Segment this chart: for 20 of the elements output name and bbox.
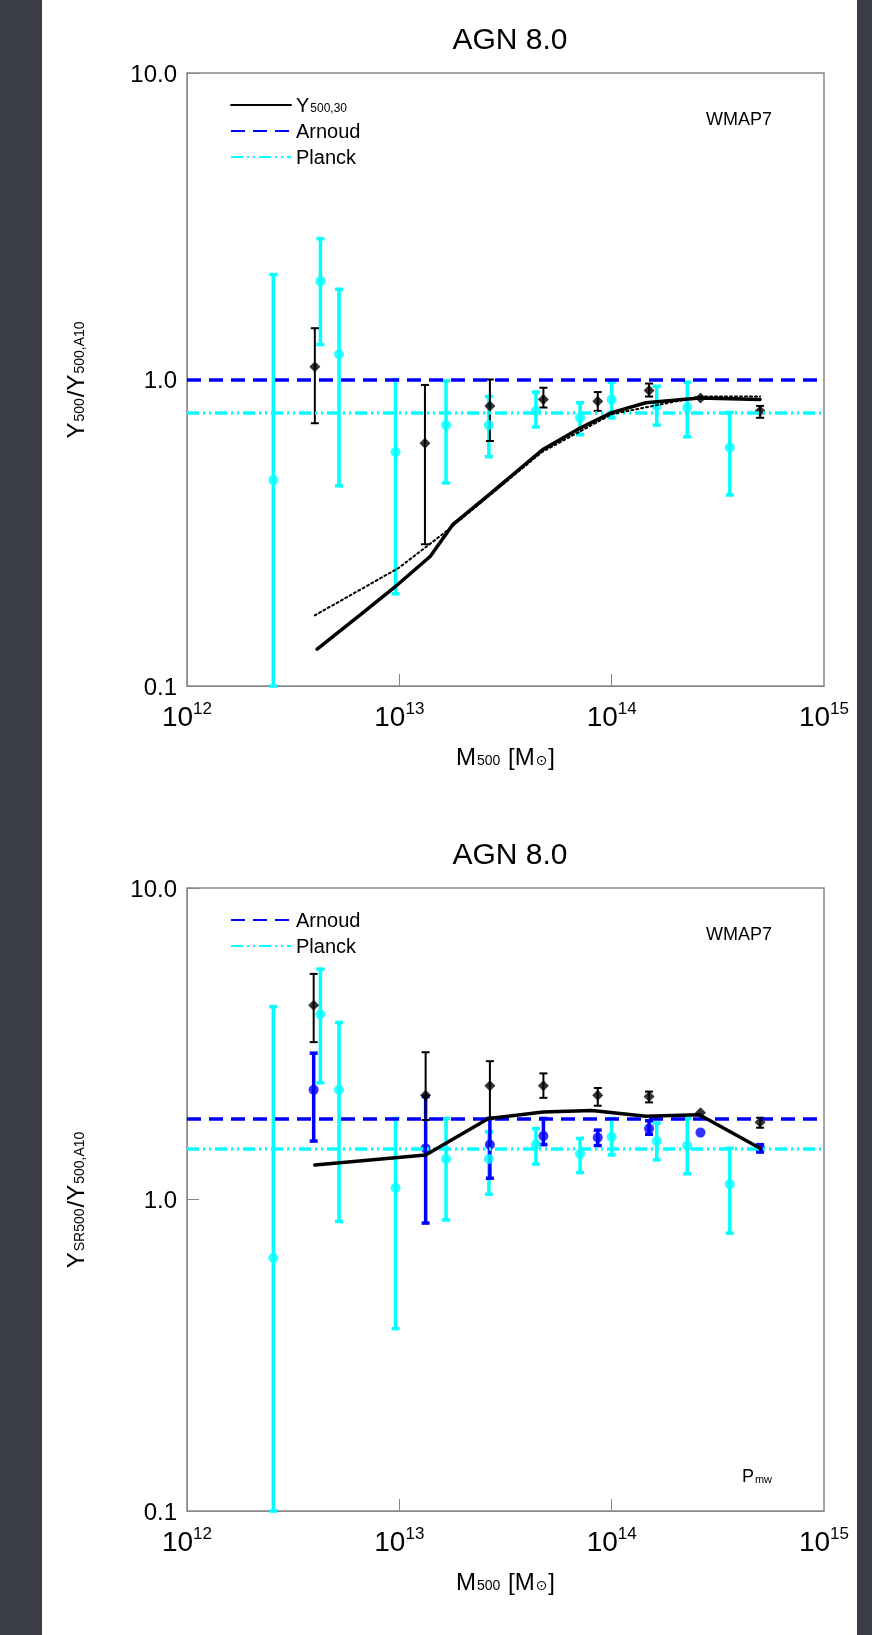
y-tick-label: 10.0 — [130, 874, 177, 902]
y-tick-label: 10.0 — [130, 59, 177, 87]
y-tick-label: 0.1 — [143, 1497, 177, 1525]
x-axis-title: M500 [M⊙] — [455, 1567, 556, 1595]
annotation: WMAP7 — [705, 924, 773, 944]
legend-label: Y500,30 — [296, 94, 348, 116]
legend-label: Planck — [296, 935, 358, 957]
annotation: WMAP7 — [705, 109, 773, 129]
y-tick-label: 1.0 — [143, 366, 177, 393]
y-tick-label: 1.0 — [143, 1186, 177, 1213]
y-tick-label: 0.1 — [143, 672, 177, 700]
annotation: Pmw — [741, 1466, 773, 1486]
chart-title: AGN 8.0 — [452, 21, 568, 55]
chart-title: AGN 8.0 — [452, 836, 568, 870]
x-axis-title: M500 [M⊙] — [455, 742, 556, 770]
y-axis-title: YSR500/Y500,A10 — [61, 1131, 89, 1269]
legend-label: Arnoud — [296, 909, 361, 931]
legend-label: Arnoud — [296, 120, 361, 142]
legend-label: Planck — [296, 146, 358, 168]
y-axis-title: Y500/Y500,A10 — [61, 321, 89, 439]
